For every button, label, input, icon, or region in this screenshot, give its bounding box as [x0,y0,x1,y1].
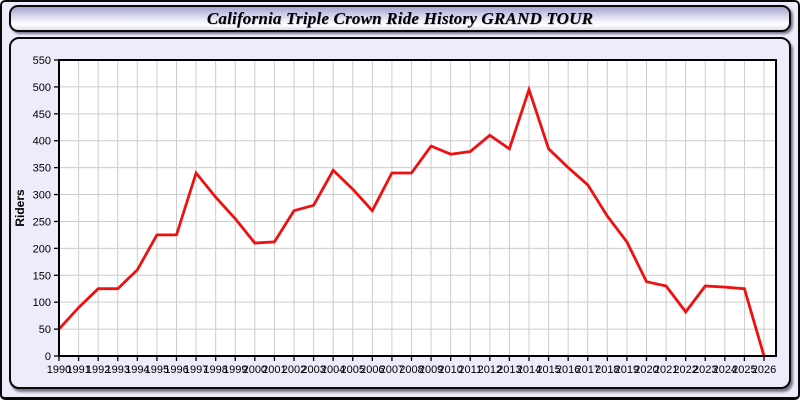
x-tick-label: 2000 [243,364,267,376]
x-tick-label: 2005 [341,364,365,376]
x-tick-label: 1995 [145,364,169,376]
y-tick-labels: 0 50 100 150 200 250 300 350 400 450 500 550 [33,55,51,363]
x-tick-label: 2010 [438,364,462,376]
x-tick-label: 2021 [654,364,678,376]
y-axis-label: Riders [13,189,27,227]
y-tick-label: 450 [33,109,51,121]
x-tick-label: 2025 [732,364,756,376]
y-tick-label: 100 [33,297,51,309]
y-tick-label: 350 [33,163,51,175]
x-tick-label: 1997 [184,364,208,376]
x-tick-label: 2018 [595,364,619,376]
y-tick-label: 400 [33,136,51,148]
data-line-riders [57,85,766,357]
x-tick-label: 1994 [125,364,149,376]
grid-lines [59,60,776,356]
plot-area [59,60,776,356]
x-tick-label: 2012 [478,364,502,376]
x-tick-label: 2004 [321,364,345,376]
x-tick-label: 2015 [536,364,560,376]
y-tick-label: 50 [39,324,51,336]
x-tick-label: 2023 [693,364,717,376]
y-tick-label: 550 [33,55,51,67]
x-tick-label: 1999 [223,364,247,376]
y-tick-label: 300 [33,190,51,202]
x-tick-label: 1991 [66,364,90,376]
plot-border [58,59,777,357]
axis-ticks [54,59,765,361]
y-tick-label: 150 [33,270,51,282]
x-tick-label: 2022 [673,364,697,376]
x-tick-label: 2001 [262,364,286,376]
x-tick-label: 2009 [419,364,443,376]
line-chart: 1990199119921993199419951996199719981999… [13,55,777,376]
x-tick-label: 2011 [458,364,482,376]
x-tick-label: 2013 [497,364,521,376]
x-tick-label: 2014 [517,364,541,376]
y-tick-label: 200 [33,243,51,255]
x-tick-label: 2002 [282,364,306,376]
window-title: California Triple Crown Ride History GRA… [206,8,594,28]
y-tick-label: 0 [45,351,51,363]
x-tick-label: 2024 [713,364,737,376]
x-tick-label: 2016 [556,364,580,376]
x-tick-label: 2003 [301,364,325,376]
title-bar: California Triple Crown Ride History GRA… [9,5,791,32]
y-tick-label: 250 [33,216,51,228]
x-tick-label: 2020 [634,364,658,376]
x-tick-label: 2007 [380,364,404,376]
x-tick-label: 2006 [360,364,384,376]
chart-panel: 1990 1991 1992 1993 1994 1995 1996 1997 1998 1999… [9,37,791,389]
x-tick-label: 2026 [752,364,776,376]
x-tick-label: 2019 [615,364,639,376]
x-tick-label: 1992 [86,364,110,376]
x-tick-label: 1998 [203,364,227,376]
y-tick-label: 500 [33,82,51,94]
x-tick-labels: 1990199119921993199419951996199719981999… [47,364,776,376]
x-tick-label: 1990 [47,364,71,376]
x-tick-label: 2008 [399,364,423,376]
x-tick-label: 2017 [576,364,600,376]
x-tick-label: 1996 [164,364,188,376]
x-tick-label: 1993 [106,364,130,376]
